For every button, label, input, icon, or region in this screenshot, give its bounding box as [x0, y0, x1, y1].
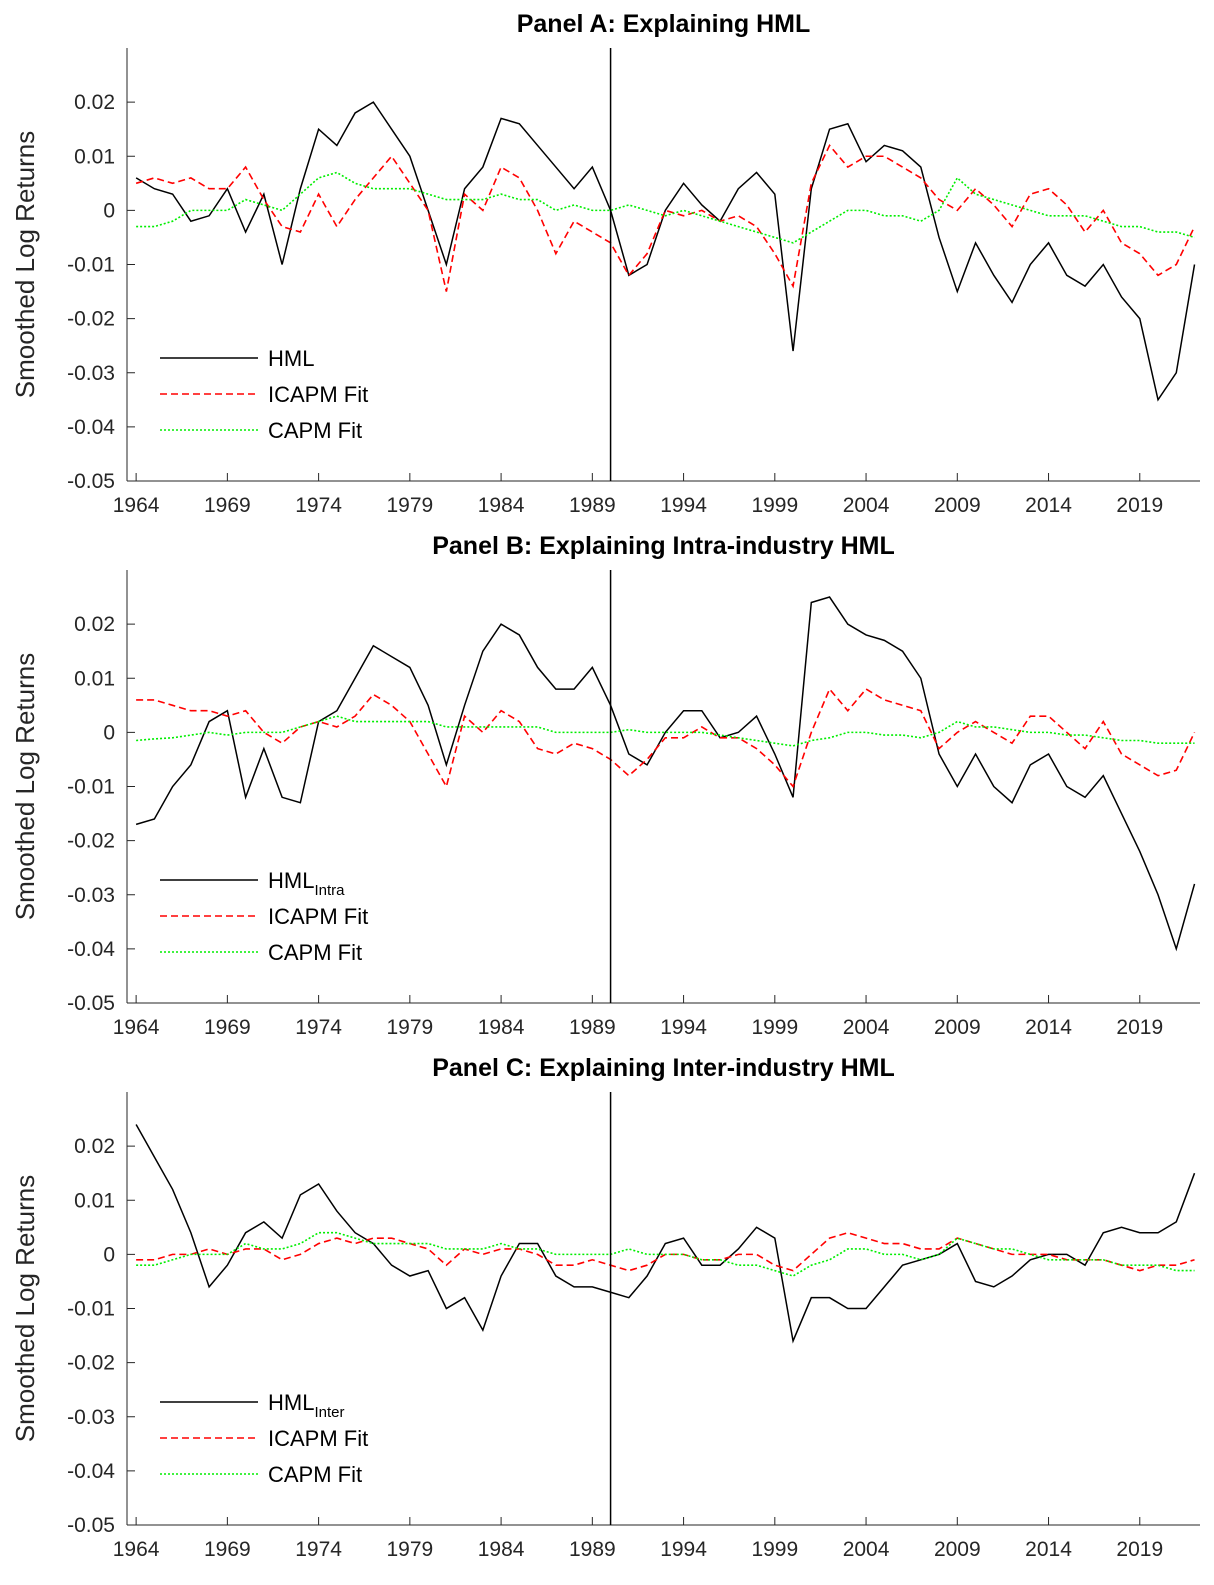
series-line [136, 1231, 1195, 1272]
x-tick-label: 1994 [660, 1016, 707, 1039]
y-tick-label: -0.04 [67, 1460, 115, 1483]
y-tick-label: 0.02 [74, 613, 115, 636]
x-tick-label: 1969 [204, 1538, 251, 1561]
legend-label: HMLInter [268, 1390, 344, 1421]
series-line [136, 171, 1195, 244]
legend-label: CAPM Fit [268, 418, 362, 443]
x-tick-label: 1999 [751, 494, 798, 517]
y-tick-label: -0.03 [67, 884, 115, 907]
y-tick-label: -0.05 [67, 470, 115, 493]
legend-subscript: Inter [314, 1404, 344, 1421]
y-tick-label: -0.01 [67, 254, 115, 277]
x-tick-label: 1979 [386, 494, 433, 517]
series-line [135, 143, 1196, 292]
series-line [136, 687, 1196, 789]
y-tick-label: -0.03 [67, 1406, 115, 1429]
x-tick-label: 2009 [934, 494, 981, 517]
legend-subscript: Intra [314, 882, 345, 899]
y-tick-label: 0.01 [74, 145, 115, 168]
legend-name: CAPM Fit [268, 418, 362, 443]
legend-name: CAPM Fit [268, 940, 362, 965]
y-tick-label: 0.02 [74, 1135, 115, 1158]
y-tick-label: -0.03 [67, 362, 115, 385]
legend-name: CAPM Fit [268, 1462, 362, 1487]
y-tick-label: -0.02 [67, 308, 115, 331]
panel: Panel C: Explaining Inter-industry HML Sm… [10, 1054, 1200, 1561]
legend-label: HMLIntra [268, 868, 345, 899]
x-tick-label: 1974 [295, 494, 342, 517]
x-tick-label: 1989 [569, 494, 616, 517]
x-tick-label: 1994 [660, 494, 707, 517]
x-tick-label: 1999 [751, 1538, 798, 1561]
panel: Panel B: Explaining Intra-industry HML Sm… [10, 532, 1200, 1039]
y-tick-label: 0.01 [74, 667, 115, 690]
x-tick-label: 1984 [478, 494, 525, 517]
series-line [135, 596, 1196, 952]
x-tick-label: 2004 [843, 1538, 890, 1561]
x-tick-label: 1964 [113, 1538, 160, 1561]
y-tick-label: -0.04 [67, 416, 115, 439]
legend-name: HML [268, 1390, 314, 1415]
x-tick-label: 1989 [569, 1016, 616, 1039]
x-tick-label: 2009 [934, 1016, 981, 1039]
x-tick-label: 2019 [1116, 494, 1163, 517]
legend-label: HML [268, 346, 314, 371]
legend-name: ICAPM Fit [268, 382, 368, 407]
x-tick-label: 1964 [113, 494, 160, 517]
x-tick-label: 1994 [660, 1538, 707, 1561]
x-tick-label: 1969 [204, 494, 251, 517]
y-axis-label: Smoothed Log Returns [10, 1175, 40, 1442]
panel: Panel A: Explaining HML Smoothed Log Retu… [10, 10, 1200, 517]
panel-title: Panel A: Explaining HML [517, 10, 811, 38]
x-tick-label: 1964 [113, 1016, 160, 1039]
legend-label: ICAPM Fit [268, 382, 368, 407]
x-tick-label: 2014 [1025, 1016, 1072, 1039]
y-tick-label: -0.04 [67, 938, 115, 961]
y-axis-label: Smoothed Log Returns [10, 131, 40, 398]
y-tick-label: 0 [103, 1243, 115, 1266]
x-tick-label: 2014 [1025, 494, 1072, 517]
y-tick-label: -0.05 [67, 992, 115, 1015]
x-tick-label: 1984 [478, 1538, 525, 1561]
y-tick-label: -0.05 [67, 1514, 115, 1537]
legend-label: ICAPM Fit [268, 1426, 368, 1451]
legend-name: ICAPM Fit [268, 1426, 368, 1451]
y-tick-label: -0.02 [67, 830, 115, 853]
x-tick-label: 1974 [295, 1538, 342, 1561]
x-tick-label: 1999 [751, 1016, 798, 1039]
series-line [136, 1231, 1195, 1277]
y-tick-label: 0 [103, 199, 115, 222]
x-tick-label: 1969 [204, 1016, 251, 1039]
x-tick-label: 2004 [843, 494, 890, 517]
x-tick-label: 2019 [1116, 1538, 1163, 1561]
series-line [135, 101, 1196, 402]
x-tick-label: 1984 [478, 1016, 525, 1039]
y-tick-label: -0.02 [67, 1352, 115, 1375]
panel-title: Panel B: Explaining Intra-industry HML [432, 532, 895, 560]
y-tick-label: -0.01 [67, 1298, 115, 1321]
legend-name: ICAPM Fit [268, 904, 368, 929]
series-line [135, 1124, 1196, 1344]
x-tick-label: 1974 [295, 1016, 342, 1039]
y-axis-label: Smoothed Log Returns [10, 653, 40, 920]
x-tick-label: 2009 [934, 1538, 981, 1561]
legend-label: ICAPM Fit [268, 904, 368, 929]
y-tick-label: 0 [103, 721, 115, 744]
legend-name: HML [268, 868, 314, 893]
legend-label: CAPM Fit [268, 940, 362, 965]
x-tick-label: 1979 [386, 1538, 433, 1561]
y-tick-label: 0.01 [74, 1189, 115, 1212]
x-tick-label: 2004 [843, 1016, 890, 1039]
legend-name: HML [268, 346, 314, 371]
x-tick-label: 1979 [386, 1016, 433, 1039]
panel-title: Panel C: Explaining Inter-industry HML [432, 1054, 895, 1082]
x-tick-label: 1989 [569, 1538, 616, 1561]
x-tick-label: 2019 [1116, 1016, 1163, 1039]
legend-label: CAPM Fit [268, 1462, 362, 1487]
x-tick-label: 2014 [1025, 1538, 1072, 1561]
y-tick-label: -0.01 [67, 776, 115, 799]
y-tick-label: 0.02 [74, 91, 115, 114]
